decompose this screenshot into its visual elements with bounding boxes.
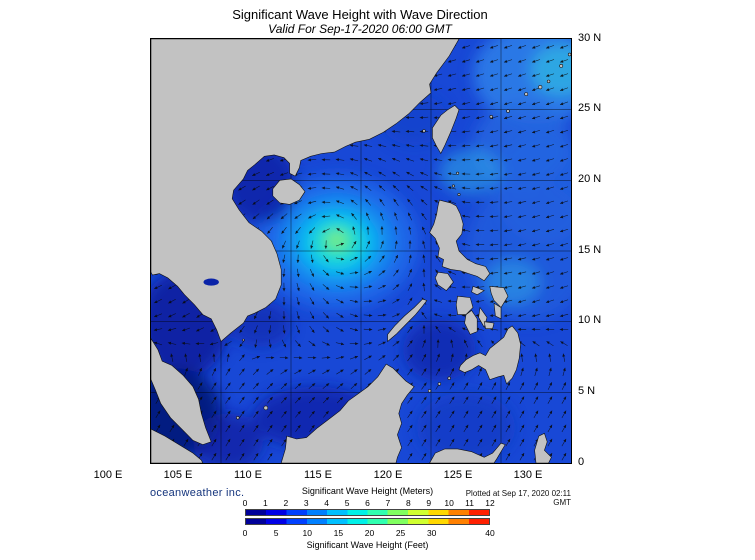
meters-tick-label: 8 — [405, 498, 411, 508]
landmass-hainan — [272, 178, 306, 205]
feet-tick-label: 25 — [395, 528, 406, 538]
island-ryukyu-2 — [506, 109, 510, 113]
landmasses — [151, 39, 571, 463]
meters-tick-label: 2 — [283, 498, 289, 508]
meters-tick-label: 0 — [242, 498, 248, 508]
island-sulu-3 — [447, 376, 451, 380]
feet-tick-label: 0 — [242, 528, 248, 538]
chart-title: Significant Wave Height with Wave Direct… — [232, 7, 488, 22]
colorbar-feet — [245, 518, 490, 525]
lat-tick-label: 25 N — [578, 102, 602, 115]
lat-tick-label: 10 N — [578, 314, 602, 327]
feet-tick-label: 40 — [485, 528, 495, 538]
island-babuyan — [456, 171, 460, 175]
island-natuna — [263, 405, 269, 411]
landmass-leyte — [493, 302, 502, 320]
island-ryukyu-3 — [524, 92, 529, 97]
credit-text: oceanweather inc. — [150, 487, 245, 499]
map-frame — [150, 38, 572, 464]
island-ryukyu-1 — [489, 114, 493, 119]
landmass-bohol — [483, 321, 495, 329]
lon-tick-label: 110 E — [234, 469, 262, 481]
island-ryukyu-4 — [538, 84, 543, 90]
colorbar-meters — [245, 509, 490, 516]
meters-tick-label: 10 — [444, 498, 454, 508]
lat-tick-label: 15 N — [578, 243, 602, 256]
lon-tick-label: 130 E — [513, 469, 543, 481]
landmass-sumatra-corner — [151, 428, 204, 463]
lon-tick-label: 115 E — [304, 469, 332, 481]
landmass-palawan — [387, 298, 428, 343]
island-anambas — [236, 416, 240, 420]
landmass-taiwan — [432, 105, 460, 155]
landmass-negros — [464, 309, 478, 335]
landmass-borneo — [280, 363, 415, 463]
meters-tick-label: 9 — [426, 498, 432, 508]
island-batanes — [451, 184, 455, 188]
feet-tick-label: 20 — [364, 528, 375, 538]
meters-tick-label: 11 — [465, 498, 474, 508]
landmass-halmahera — [534, 432, 552, 463]
legend-meters-label: Significant Wave Height (Meters) — [301, 486, 434, 496]
feet-tick-label: 15 — [333, 528, 344, 538]
island-sulu-2 — [437, 382, 442, 386]
meters-tick-label: 5 — [344, 498, 350, 508]
lon-tick-label: 100 E — [93, 469, 123, 481]
meters-tick-label: 7 — [385, 498, 391, 508]
landmass-malay-peninsula — [151, 338, 212, 445]
island-ryukyu-7 — [567, 52, 571, 57]
map-layers — [151, 39, 571, 463]
lon-tick-label: 105 E — [163, 469, 193, 481]
lake-tonle-sap — [203, 278, 219, 286]
landmass-mindoro — [434, 271, 454, 292]
feet-tick-label: 10 — [302, 528, 312, 538]
island-penghu — [422, 129, 426, 133]
lon-tick-label: 120 E — [373, 469, 403, 481]
legend-feet-label: Significant Wave Height (Feet) — [306, 540, 429, 550]
feet-tick-label: 30 — [426, 528, 437, 538]
lat-tick-label: 0 — [578, 455, 585, 468]
landmass-mindanao — [458, 325, 521, 385]
island-calayan — [457, 193, 461, 197]
feet-tick-label: 5 — [273, 528, 279, 538]
island-ryukyu-6 — [559, 63, 564, 68]
meters-tick-label: 4 — [324, 498, 330, 508]
plotted-text: Plotted at Sep 17, 2020 02:11 GMT — [465, 489, 571, 507]
lat-tick-label: 20 N — [578, 172, 602, 185]
meters-tick-label: 3 — [303, 498, 309, 508]
meters-tick-label: 6 — [365, 498, 370, 508]
landmass-luzon — [429, 199, 491, 282]
landmass-sulawesi-north — [429, 442, 506, 463]
island-ryukyu-5 — [546, 79, 551, 84]
island-sulu-1 — [427, 389, 432, 393]
landmass-asia-mainland — [151, 39, 460, 343]
chart-subtitle: Valid For Sep-17-2020 06:00 GMT — [268, 22, 452, 36]
lakes — [203, 278, 219, 286]
lat-tick-label: 30 N — [578, 31, 602, 44]
landmass-masbate — [471, 285, 485, 296]
meters-tick-label: 1 — [263, 498, 268, 508]
wave-height-map — [151, 39, 571, 463]
lon-tick-label: 125 E — [443, 469, 473, 481]
meters-tick-label: 12 — [485, 498, 495, 508]
lat-tick-label: 5 N — [578, 384, 596, 397]
island-con-son — [242, 338, 245, 342]
